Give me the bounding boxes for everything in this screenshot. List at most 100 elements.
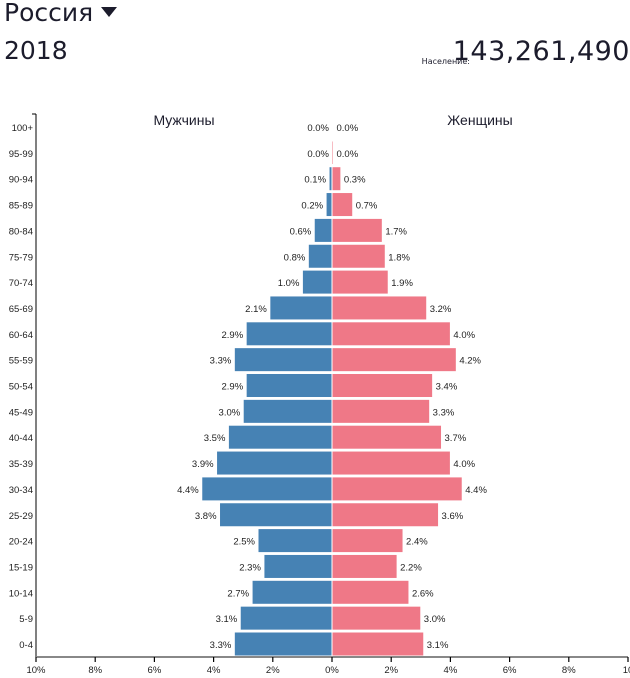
y-tick-label: 90-94	[9, 175, 33, 186]
male-bar	[239, 605, 333, 631]
female-value-label: 3.0%	[424, 614, 446, 625]
y-tick-label: 95-99	[9, 149, 33, 160]
country-selector[interactable]: Россия	[4, 0, 118, 27]
y-tick-label: 85-89	[9, 201, 33, 212]
x-tick-label: 2%	[266, 665, 280, 676]
female-bar	[331, 373, 434, 398]
female-value-label: 2.6%	[412, 588, 434, 599]
x-tick-label: 10	[623, 665, 630, 676]
y-tick-label: 20-24	[9, 537, 33, 548]
female-bar	[331, 579, 410, 605]
female-value-label: 4.0%	[453, 459, 475, 470]
y-tick-label: 55-59	[9, 356, 33, 367]
male-bar	[245, 373, 333, 398]
y-tick-label: 50-54	[9, 382, 33, 393]
male-value-label: 2.3%	[239, 562, 261, 573]
male-bar	[201, 476, 333, 502]
female-bar	[331, 476, 463, 502]
y-tick-label: 60-64	[9, 330, 33, 341]
male-value-label: 3.3%	[210, 356, 232, 367]
female-bar	[331, 166, 342, 192]
male-value-label: 3.5%	[204, 433, 226, 444]
female-bar	[331, 424, 443, 450]
male-value-label: 0.8%	[284, 252, 306, 263]
male-bar	[269, 295, 333, 321]
female-value-label: 2.4%	[406, 537, 428, 548]
male-bar	[227, 424, 333, 450]
female-bar	[331, 217, 383, 243]
female-value-label: 1.9%	[391, 278, 413, 289]
y-tick-label: 30-34	[9, 485, 33, 496]
female-value-label: 3.1%	[427, 640, 449, 651]
male-bar	[257, 528, 333, 554]
year-label: 2018	[4, 36, 68, 65]
female-bar	[331, 553, 398, 579]
y-tick-label: 10-14	[9, 588, 33, 599]
female-bar	[331, 605, 422, 631]
male-value-label: 0.6%	[290, 226, 312, 237]
value-labels-group: 0.0% 0.0% 0.0% 0.0% 0.1% 0.3% 0.2% 0.7% 0.6% 1.7%…	[177, 123, 487, 651]
y-tick-label: 15-19	[9, 562, 33, 573]
female-bar	[331, 269, 389, 295]
male-bar	[301, 269, 333, 295]
y-tick-label: 40-44	[9, 433, 33, 444]
x-tick-label: 6%	[503, 665, 517, 676]
male-bar	[219, 502, 333, 528]
male-bar	[242, 398, 333, 424]
female-value-label: 3.2%	[430, 304, 452, 315]
y-tick-label: 35-39	[9, 459, 33, 470]
y-axis: 100+ 95-99 90-94 85-89 80-84 75-79 70-74 65-69 6…	[9, 113, 37, 660]
male-bar	[233, 347, 333, 373]
female-value-label: 1.7%	[385, 226, 407, 237]
y-tick-label: 75-79	[9, 252, 33, 263]
male-value-label: 2.9%	[222, 382, 244, 393]
country-name: Россия	[4, 0, 94, 27]
male-value-label: 2.1%	[245, 304, 267, 315]
female-value-label: 0.7%	[356, 201, 378, 212]
male-value-label: 0.0%	[307, 123, 329, 134]
y-tick-label: 25-29	[9, 511, 33, 522]
male-value-label: 2.5%	[233, 537, 255, 548]
male-value-label: 3.8%	[195, 511, 217, 522]
female-bar	[331, 631, 425, 657]
male-value-label: 2.7%	[227, 588, 249, 599]
female-bar	[331, 140, 334, 166]
y-tick-label: 70-74	[9, 278, 33, 289]
male-value-label: 4.4%	[177, 485, 199, 496]
female-bar	[331, 502, 440, 528]
male-value-label: 3.3%	[210, 640, 232, 651]
male-bar	[233, 631, 333, 657]
x-tick-label: 0%	[325, 665, 339, 676]
y-tick-label: 80-84	[9, 226, 33, 237]
female-bar	[331, 321, 451, 347]
female-value-label: 0.0%	[337, 149, 359, 160]
x-tick-label: 8%	[88, 665, 102, 676]
x-axis: 10% 8% 6% 4% 2% 0% 2% 4% 6% 8% 10	[26, 656, 630, 676]
female-value-label: 1.8%	[388, 252, 410, 263]
female-bar	[331, 398, 431, 424]
population-label: Население:	[421, 57, 470, 66]
female-bar	[331, 528, 404, 554]
female-value-label: 0.0%	[337, 123, 359, 134]
female-value-label: 3.7%	[445, 433, 467, 444]
bars-group	[201, 140, 463, 657]
male-bar	[307, 243, 333, 269]
female-bar	[331, 192, 354, 218]
male-value-label: 2.9%	[222, 330, 244, 341]
female-series-title: Женщины	[447, 112, 512, 128]
dropdown-caret-icon[interactable]	[101, 7, 118, 17]
male-value-label: 3.0%	[219, 407, 241, 418]
female-value-label: 0.3%	[344, 175, 366, 186]
male-bar	[245, 321, 333, 347]
female-value-label: 4.2%	[459, 356, 481, 367]
male-value-label: 0.1%	[304, 175, 326, 186]
x-tick-label: 4%	[207, 665, 221, 676]
female-value-label: 3.3%	[433, 407, 455, 418]
x-tick-label: 10%	[26, 665, 46, 676]
population-value: 143,261,490	[452, 36, 630, 67]
y-tick-label: 5-9	[19, 614, 33, 625]
female-value-label: 4.4%	[465, 485, 487, 496]
y-tick-label: 65-69	[9, 304, 33, 315]
y-tick-label: 45-49	[9, 407, 33, 418]
